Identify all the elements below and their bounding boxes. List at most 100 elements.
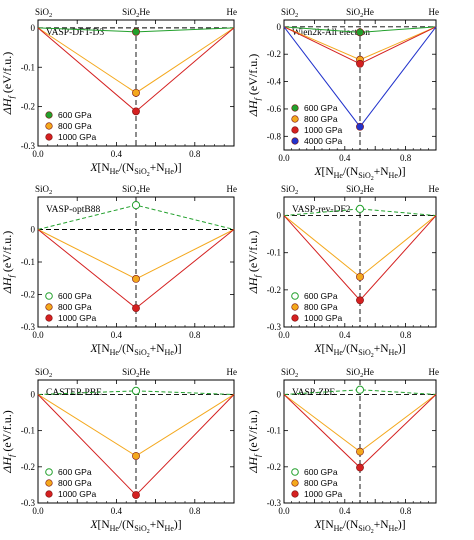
y-tick-label: -0.3 xyxy=(267,322,282,332)
top-composition-label: He xyxy=(227,7,238,17)
legend-label: 1000 GPa xyxy=(304,489,343,499)
x-tick-label: 0.0 xyxy=(278,153,290,163)
data-point xyxy=(132,274,140,283)
x-tick-label: 0.4 xyxy=(111,506,123,516)
data-point xyxy=(132,107,140,116)
x-tick-label: 0.8 xyxy=(189,506,201,516)
x-axis-label: X[NHe/(NSiO2+NHe)] xyxy=(89,162,181,178)
y-tick-label: 0 xyxy=(277,211,282,221)
legend-label: 1000 GPa xyxy=(58,132,97,142)
top-composition-label: SiO2 xyxy=(35,184,52,196)
legend-label: 1000 GPa xyxy=(58,489,97,499)
x-tick-label: 0.4 xyxy=(339,506,351,516)
data-point xyxy=(131,386,141,395)
legend-marker xyxy=(45,292,53,300)
top-composition-label: SiO2 xyxy=(281,184,298,196)
y-tick-label: 0 xyxy=(31,23,36,33)
top-composition-label: SiO2 xyxy=(35,7,52,19)
y-tick-label: -0.3 xyxy=(21,498,36,508)
x-tick-label: 0.8 xyxy=(400,506,412,516)
legend-marker xyxy=(45,479,53,487)
method-label: VASP-DFT-D3 xyxy=(46,28,104,38)
y-axis-label: ΔHf (eV/f.u.) xyxy=(0,231,16,294)
legend-marker xyxy=(291,490,299,498)
data-point xyxy=(356,122,364,131)
x-tick-label: 0.0 xyxy=(278,330,290,340)
top-composition-label: He xyxy=(429,184,440,194)
legend-label: 600 GPa xyxy=(304,103,338,113)
x-axis-label: X[NHe/(NSiO2+NHe)] xyxy=(313,166,405,182)
x-tick-label: 0.8 xyxy=(189,149,201,159)
x-tick-label: 0.4 xyxy=(339,153,351,163)
legend-label: 800 GPa xyxy=(58,302,92,312)
y-tick-label: -0.3 xyxy=(21,322,36,332)
top-composition-label: SiO2He xyxy=(346,367,374,379)
method-label: VASP-rev-DF2 xyxy=(292,205,351,215)
legend-label: 1000 GPa xyxy=(58,313,97,323)
y-tick-label: -0.6 xyxy=(267,104,282,114)
y-tick-label: -0.1 xyxy=(21,257,35,267)
x-axis-label: X[NHe/(NSiO2+NHe)] xyxy=(89,343,181,359)
legend-label: 600 GPa xyxy=(304,291,338,301)
panel-3: 0.0 0.4 0.8 0 -0.1 -0.2 -0.3 SiO2 SiO2He He VASP-o… xyxy=(0,184,237,359)
legend-marker xyxy=(45,122,53,130)
y-axis-label: ΔHf (eV/f.u.) xyxy=(246,54,262,117)
method-label: VASP-optB88 xyxy=(46,205,100,215)
y-tick-label: 0 xyxy=(277,389,282,399)
panel-2: 0.0 0.4 0.8 0 -0.2 -0.4 -0.6 -0.8 SiO2 SiO2He He Wi… xyxy=(246,7,439,182)
y-tick-label: -0.2 xyxy=(21,102,35,112)
y-tick-label: 0 xyxy=(31,225,36,235)
data-point xyxy=(355,204,365,213)
top-composition-label: SiO2He xyxy=(346,184,374,196)
legend-marker xyxy=(291,479,299,487)
legend-marker xyxy=(45,111,53,119)
legend-marker xyxy=(291,303,299,311)
x-tick-label: 0.4 xyxy=(339,330,351,340)
y-tick-label: -0.3 xyxy=(21,141,36,151)
data-point xyxy=(356,272,364,281)
legend-marker xyxy=(291,137,299,145)
legend-marker xyxy=(45,314,53,322)
legend-label: 1000 GPa xyxy=(304,125,343,135)
y-axis-label: ΔHf (eV/f.u.) xyxy=(0,52,16,115)
y-axis-label: ΔHf (eV/f.u.) xyxy=(246,410,262,473)
top-composition-label: He xyxy=(429,367,440,377)
top-composition-label: SiO2He xyxy=(122,7,150,19)
data-point xyxy=(356,447,364,456)
method-label: Wien2k-All electron xyxy=(292,28,370,38)
data-point xyxy=(132,491,140,499)
y-tick-label: -0.2 xyxy=(267,285,281,295)
x-axis-label: X[NHe/(NSiO2+NHe)] xyxy=(313,519,405,535)
legend-marker xyxy=(45,133,53,141)
y-tick-label: 0 xyxy=(31,389,36,399)
legend-label: 600 GPa xyxy=(58,467,92,477)
panel-1: 0.0 0.4 0.8 0 -0.1 -0.2 -0.3 SiO2 SiO2He He VASP-D… xyxy=(0,7,237,178)
x-tick-label: 0.0 xyxy=(278,506,290,516)
panel-4: 0.0 0.4 0.8 0 -0.1 -0.2 -0.3 SiO2 SiO2He He VASP-r… xyxy=(246,184,439,359)
legend-label: 600 GPa xyxy=(58,291,92,301)
legend-label: 1000 GPa xyxy=(304,313,343,323)
legend-label: 800 GPa xyxy=(304,114,338,124)
series-line xyxy=(283,208,437,217)
top-composition-label: SiO2He xyxy=(346,7,374,19)
data-point xyxy=(356,28,364,37)
x-axis-label: X[NHe/(NSiO2+NHe)] xyxy=(313,343,405,359)
x-tick-label: 0.0 xyxy=(32,506,44,516)
x-tick-label: 0.0 xyxy=(32,330,44,340)
top-composition-label: He xyxy=(227,184,238,194)
y-tick-label: -0.3 xyxy=(267,498,282,508)
data-point xyxy=(356,59,364,68)
x-tick-label: 0.8 xyxy=(400,330,412,340)
series-line xyxy=(283,389,437,395)
y-tick-label: -0.2 xyxy=(21,290,35,300)
legend-label: 800 GPa xyxy=(58,121,92,131)
y-tick-label: -0.1 xyxy=(267,248,281,258)
legend-marker xyxy=(291,468,299,476)
legend-marker xyxy=(291,115,299,123)
legend-marker xyxy=(291,314,299,322)
top-composition-label: SiO2 xyxy=(281,367,298,379)
data-point xyxy=(356,296,364,305)
